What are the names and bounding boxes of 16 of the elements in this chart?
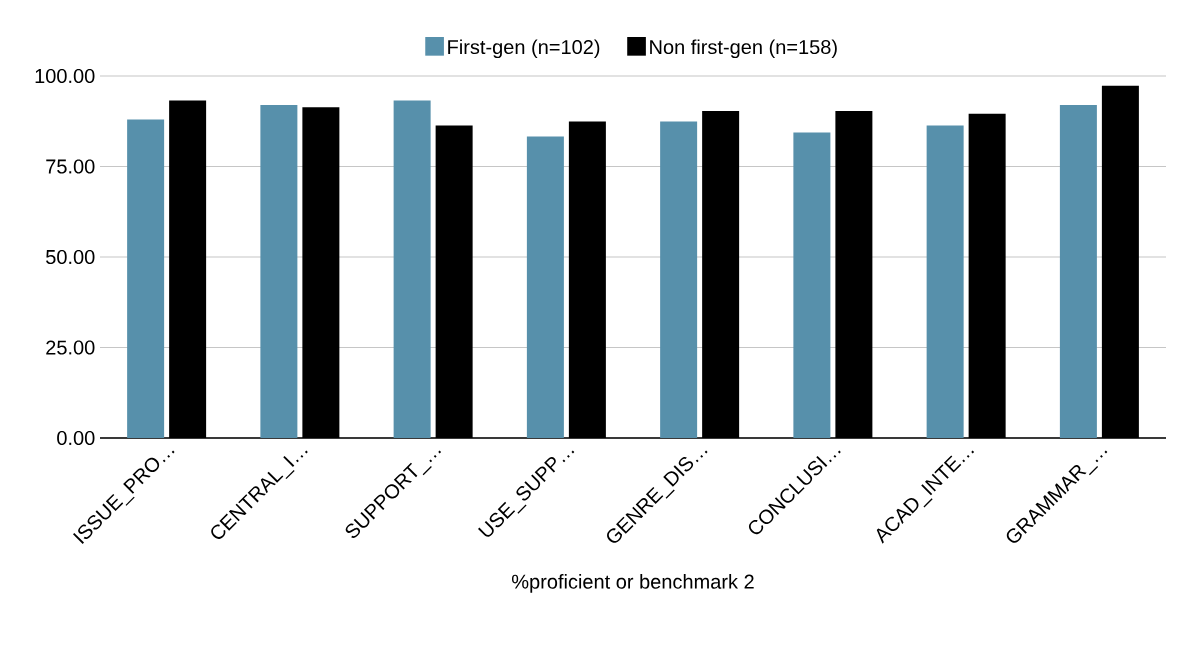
legend-label: Non first-gen (n=158) [650, 39, 837, 59]
bar [926, 125, 964, 438]
y-tick-label: 100.00 [35, 68, 95, 84]
bar [1059, 104, 1097, 438]
y-tick-label: 0.00 [57, 430, 95, 446]
legend-label: First-gen (n=102) [448, 39, 600, 59]
x-axis-title: %proficient or benchmark 2 [511, 574, 754, 593]
bar [660, 121, 698, 438]
bar [793, 132, 831, 438]
bar [260, 104, 298, 438]
bar [127, 119, 165, 438]
bar [526, 136, 564, 438]
bar [393, 100, 431, 438]
y-tick-label: 25.00 [46, 340, 95, 355]
y-tick-label: 50.00 [46, 249, 95, 265]
y-tick-label: 75.00 [46, 159, 95, 174]
